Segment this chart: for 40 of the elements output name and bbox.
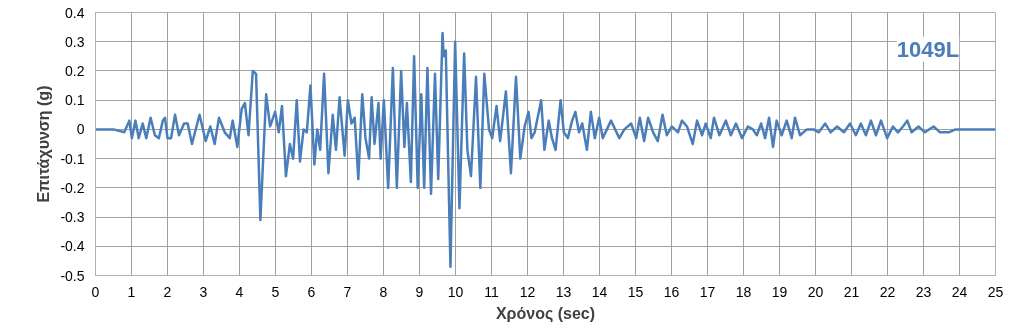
y-tick-label: 0.2 <box>65 62 85 79</box>
x-tick-label: 21 <box>843 283 860 300</box>
x-tick-label: 6 <box>307 283 316 300</box>
x-tick-label: 13 <box>555 283 572 300</box>
y-tick-label: -0.2 <box>60 179 85 196</box>
x-tick-label: 17 <box>699 283 716 300</box>
x-tick-label: 19 <box>771 283 788 300</box>
annotation: 1049L <box>896 36 960 62</box>
y-axis-title: Επιτάχυνση (g) <box>35 85 53 203</box>
x-tick-label: 7 <box>343 283 352 300</box>
x-axis-title: Χρόνος (sec) <box>495 304 596 323</box>
y-tick-label: -0.4 <box>60 238 85 255</box>
x-tick-label: 8 <box>379 283 388 300</box>
x-tick-label: 4 <box>235 283 244 300</box>
y-tick-label: 0 <box>76 121 85 138</box>
x-tick-label: 20 <box>807 283 824 300</box>
y-tick-label: 0.3 <box>65 33 85 50</box>
x-tick-label: 0 <box>91 283 100 300</box>
x-tick-label: 16 <box>663 283 680 300</box>
x-tick-label: 18 <box>735 283 752 300</box>
x-tick-label: 3 <box>199 283 208 300</box>
x-tick-label: 10 <box>447 283 464 300</box>
x-tick-label: 12 <box>519 283 536 300</box>
x-tick-label: 2 <box>163 283 172 300</box>
y-tick-label: -0.5 <box>60 267 85 284</box>
x-tick-label: 25 <box>987 283 1004 300</box>
x-tick-label: 23 <box>915 283 932 300</box>
x-tick-label: 5 <box>271 283 280 300</box>
x-tick-label: 1 <box>127 283 136 300</box>
x-tick-label: 24 <box>951 283 968 300</box>
y-tick-label: 0.4 <box>65 4 85 21</box>
x-tick-label: 15 <box>627 283 644 300</box>
x-tick-label: 14 <box>591 283 608 300</box>
x-tick-label: 22 <box>879 283 896 300</box>
x-tick-label: 9 <box>415 283 424 300</box>
y-tick-label: -0.1 <box>60 150 85 167</box>
x-tick-label: 11 <box>484 283 499 300</box>
line-series <box>95 31 996 268</box>
y-tick-label: 0.1 <box>65 92 85 109</box>
y-tick-label: -0.3 <box>60 209 85 226</box>
